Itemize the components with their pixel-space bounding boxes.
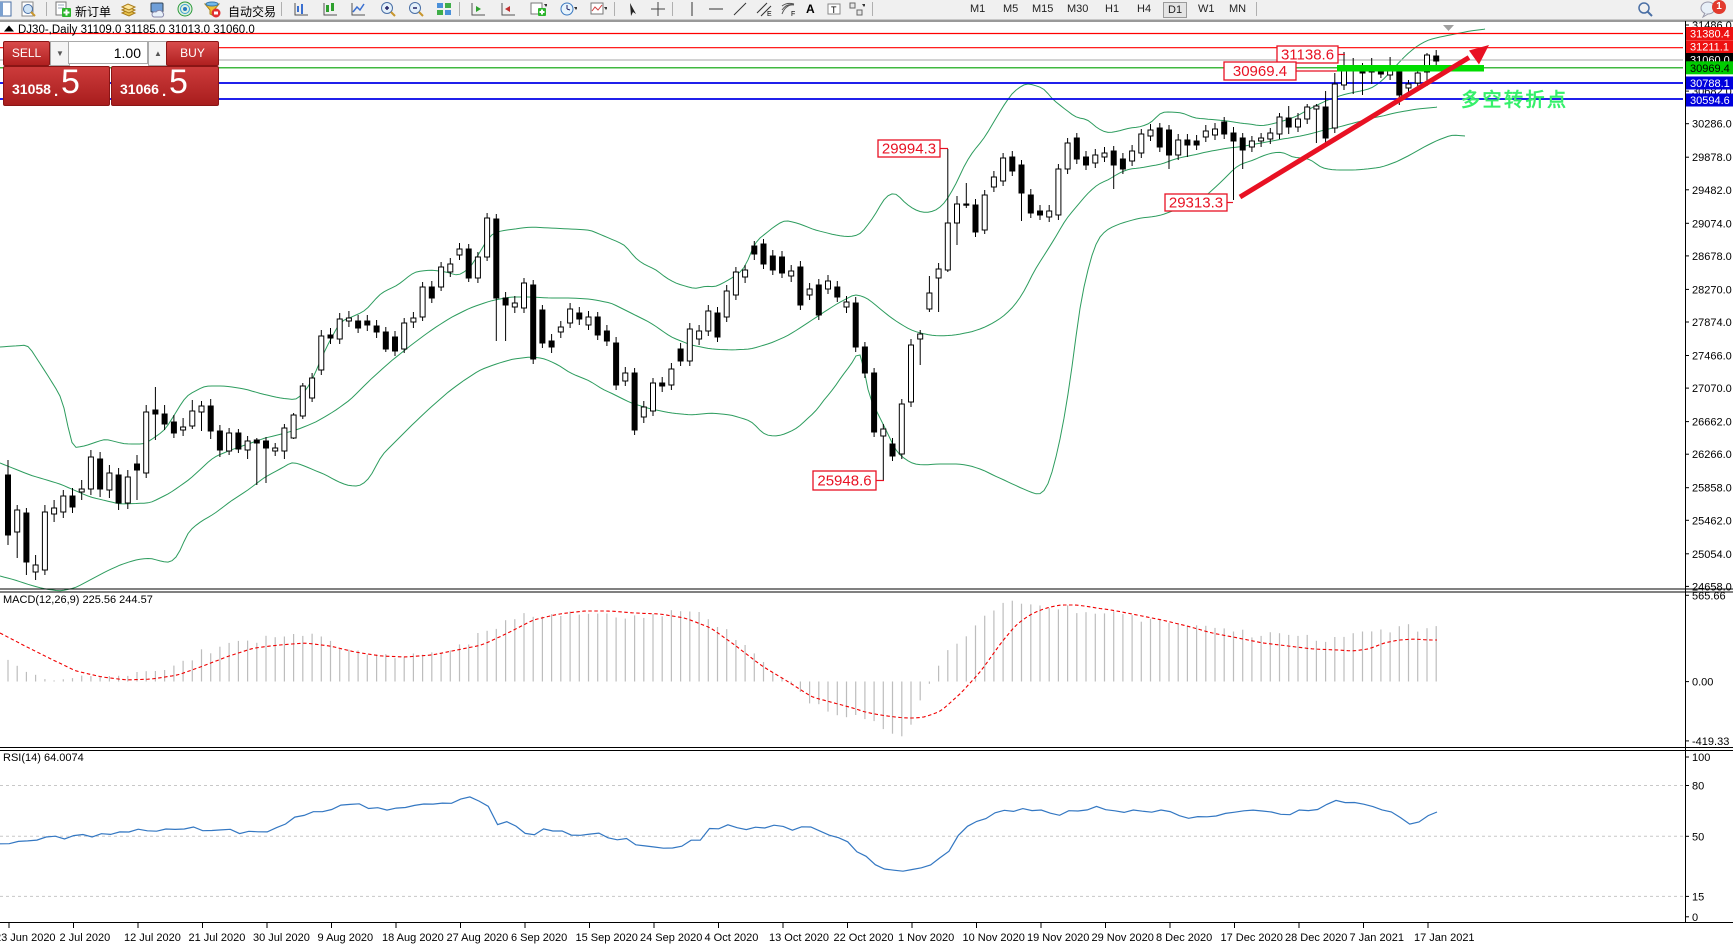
svg-text:1 Nov 2020: 1 Nov 2020 xyxy=(898,932,954,944)
svg-text:29994.3: 29994.3 xyxy=(882,141,936,158)
svg-text:30594.6: 30594.6 xyxy=(1690,95,1730,107)
svg-text:多空转折点: 多空转折点 xyxy=(1461,88,1569,111)
svg-text:18 Aug 2020: 18 Aug 2020 xyxy=(382,932,444,944)
svg-text:23 Jun 2020: 23 Jun 2020 xyxy=(0,932,56,944)
svg-text:29878.0: 29878.0 xyxy=(1692,152,1732,164)
svg-text:22 Oct 2020: 22 Oct 2020 xyxy=(834,932,894,944)
svg-text:50: 50 xyxy=(1692,831,1704,843)
svg-text:27070.0: 27070.0 xyxy=(1692,383,1732,395)
svg-text:25462.0: 25462.0 xyxy=(1692,515,1732,527)
svg-text:25054.0: 25054.0 xyxy=(1692,549,1732,561)
svg-text:4 Oct 2020: 4 Oct 2020 xyxy=(705,932,759,944)
svg-text:30969.4: 30969.4 xyxy=(1233,63,1287,80)
svg-text:26662.0: 26662.0 xyxy=(1692,417,1732,429)
svg-text:565.66: 565.66 xyxy=(1692,590,1726,602)
svg-text:19 Nov 2020: 19 Nov 2020 xyxy=(1027,932,1089,944)
svg-text:21 Jul 2020: 21 Jul 2020 xyxy=(189,932,246,944)
svg-text:6 Sep 2020: 6 Sep 2020 xyxy=(511,932,567,944)
svg-text:RSI(14) 64.0074: RSI(14) 64.0074 xyxy=(3,752,84,764)
svg-text:-419.33: -419.33 xyxy=(1692,736,1729,748)
svg-text:27466.0: 27466.0 xyxy=(1692,351,1732,363)
svg-text:29074.0: 29074.0 xyxy=(1692,218,1732,230)
svg-text:30 Jul 2020: 30 Jul 2020 xyxy=(253,932,310,944)
svg-text:29313.3: 29313.3 xyxy=(1169,195,1223,212)
svg-text:0.00: 0.00 xyxy=(1692,677,1713,689)
svg-text:31380.4: 31380.4 xyxy=(1690,29,1730,41)
svg-text:24658.0: 24658.0 xyxy=(1692,581,1732,593)
svg-text:T: T xyxy=(831,5,837,15)
svg-text:30286.0: 30286.0 xyxy=(1692,119,1732,131)
svg-text:9 Aug 2020: 9 Aug 2020 xyxy=(318,932,374,944)
svg-text:7 Jan 2021: 7 Jan 2021 xyxy=(1350,932,1404,944)
svg-text:24 Sep 2020: 24 Sep 2020 xyxy=(640,932,702,944)
svg-text:15 Sep 2020: 15 Sep 2020 xyxy=(576,932,638,944)
svg-text:28270.0: 28270.0 xyxy=(1692,284,1732,296)
svg-text:27 Aug 2020: 27 Aug 2020 xyxy=(447,932,509,944)
svg-text:28678.0: 28678.0 xyxy=(1692,251,1732,263)
svg-text:17 Dec 2020: 17 Dec 2020 xyxy=(1221,932,1283,944)
svg-text:13 Oct 2020: 13 Oct 2020 xyxy=(769,932,829,944)
svg-text:27874.0: 27874.0 xyxy=(1692,317,1732,329)
svg-text:29482.0: 29482.0 xyxy=(1692,185,1732,197)
svg-text:100: 100 xyxy=(1692,752,1710,764)
svg-text:10 Nov 2020: 10 Nov 2020 xyxy=(963,932,1025,944)
svg-text:25858.0: 25858.0 xyxy=(1692,483,1732,495)
svg-text:30788.1: 30788.1 xyxy=(1690,78,1730,90)
svg-text:DJ30-,Daily 31109.0 31185.0 3: DJ30-,Daily 31109.0 31185.0 31013.0 3106… xyxy=(18,24,255,36)
svg-text:2 Jul 2020: 2 Jul 2020 xyxy=(60,932,111,944)
svg-text:15: 15 xyxy=(1692,891,1704,903)
svg-text:MACD(12,26,9) 225.56 244.57: MACD(12,26,9) 225.56 244.57 xyxy=(3,594,153,606)
svg-text:E: E xyxy=(767,11,772,18)
svg-text:31138.6: 31138.6 xyxy=(1281,47,1334,64)
svg-text:29 Nov 2020: 29 Nov 2020 xyxy=(1092,932,1154,944)
svg-text:30969.4: 30969.4 xyxy=(1690,63,1730,75)
svg-text:17 Jan 2021: 17 Jan 2021 xyxy=(1414,932,1475,944)
svg-text:80: 80 xyxy=(1692,781,1704,793)
svg-text:28 Dec 2020: 28 Dec 2020 xyxy=(1285,932,1347,944)
svg-text:8 Dec 2020: 8 Dec 2020 xyxy=(1156,932,1212,944)
svg-text:25948.6: 25948.6 xyxy=(817,473,871,490)
svg-text:26266.0: 26266.0 xyxy=(1692,449,1732,461)
svg-text:12 Jul 2020: 12 Jul 2020 xyxy=(124,932,181,944)
svg-text:F: F xyxy=(791,11,795,18)
svg-text:0: 0 xyxy=(1692,912,1698,924)
svg-text:31211.1: 31211.1 xyxy=(1690,42,1729,54)
